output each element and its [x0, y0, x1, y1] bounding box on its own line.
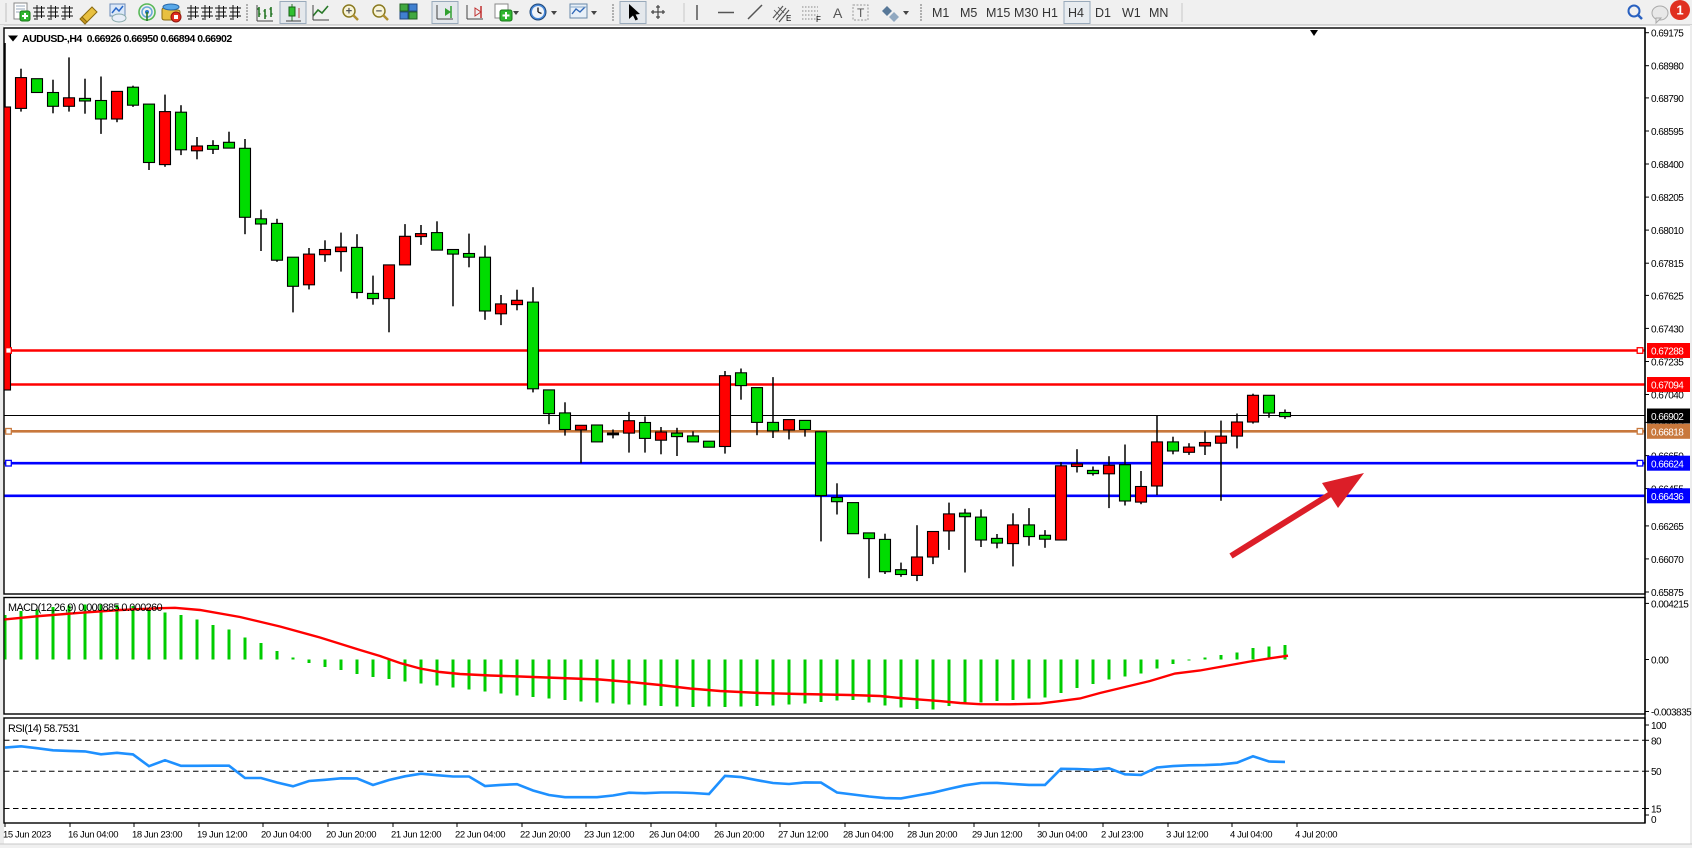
svg-text:4 Jul 04:00: 4 Jul 04:00: [1230, 830, 1272, 841]
svg-text:H4: H4: [1068, 6, 1084, 20]
svg-text:23 Jun 12:00: 23 Jun 12:00: [584, 830, 634, 841]
svg-text:H1: H1: [1042, 6, 1058, 20]
svg-text:80: 80: [1651, 736, 1662, 747]
svg-text:0.65875: 0.65875: [1651, 588, 1684, 599]
svg-text:0.69175: 0.69175: [1651, 29, 1684, 40]
svg-text:+: +: [346, 6, 352, 18]
svg-text:22 Jun 04:00: 22 Jun 04:00: [455, 830, 505, 841]
svg-text:50: 50: [1651, 767, 1662, 778]
svg-text:100: 100: [1651, 721, 1667, 732]
svg-text:M1: M1: [932, 6, 949, 20]
svg-text:0.67040: 0.67040: [1651, 391, 1684, 402]
svg-text:4 Jul 20:00: 4 Jul 20:00: [1295, 830, 1337, 841]
svg-text:29 Jun 12:00: 29 Jun 12:00: [972, 830, 1022, 841]
svg-text:18 Jun 23:00: 18 Jun 23:00: [132, 830, 182, 841]
svg-text:2 Jul 23:00: 2 Jul 23:00: [1101, 830, 1143, 841]
svg-text:3 Jul 12:00: 3 Jul 12:00: [1166, 830, 1208, 841]
svg-text:0.68595: 0.68595: [1651, 127, 1684, 138]
svg-text:M15: M15: [986, 6, 1010, 20]
svg-text:AUDUSD-,H4 0.66926 0.66950 0.: AUDUSD-,H4 0.66926 0.66950 0.66894 0.669…: [22, 33, 232, 45]
svg-text:M5: M5: [960, 6, 977, 20]
svg-text:22 Jun 20:00: 22 Jun 20:00: [520, 830, 570, 841]
svg-text:20 Jun 20:00: 20 Jun 20:00: [326, 830, 376, 841]
svg-text:0.67235: 0.67235: [1651, 358, 1684, 369]
svg-text:0.66818: 0.66818: [1651, 428, 1684, 439]
svg-text:0.67430: 0.67430: [1651, 324, 1684, 335]
svg-text:0.004215: 0.004215: [1651, 599, 1689, 610]
svg-text:RSI(14) 58.7531: RSI(14) 58.7531: [8, 723, 80, 735]
svg-text:21 Jun 12:00: 21 Jun 12:00: [391, 830, 441, 841]
svg-text:1: 1: [1676, 3, 1683, 18]
svg-text:0.67288: 0.67288: [1651, 347, 1684, 358]
svg-text:0.67094: 0.67094: [1651, 381, 1684, 392]
svg-text:0.00: 0.00: [1651, 656, 1669, 667]
svg-text:F: F: [816, 15, 821, 24]
svg-text:28 Jun 04:00: 28 Jun 04:00: [843, 830, 893, 841]
svg-text:0.66070: 0.66070: [1651, 555, 1684, 566]
svg-text:A: A: [833, 5, 843, 21]
svg-text:19 Jun 12:00: 19 Jun 12:00: [197, 830, 247, 841]
svg-text:0.67625: 0.67625: [1651, 291, 1684, 302]
svg-text:15: 15: [1651, 805, 1662, 816]
svg-text:28 Jun 20:00: 28 Jun 20:00: [907, 830, 957, 841]
svg-text:-0.003835: -0.003835: [1651, 708, 1692, 719]
svg-text:26 Jun 20:00: 26 Jun 20:00: [714, 830, 764, 841]
svg-text:E: E: [786, 14, 791, 23]
svg-text:0.67815: 0.67815: [1651, 259, 1684, 270]
svg-text:30 Jun 04:00: 30 Jun 04:00: [1037, 830, 1087, 841]
svg-text:0.68010: 0.68010: [1651, 226, 1684, 237]
svg-text:0.68790: 0.68790: [1651, 94, 1684, 105]
svg-text:D1: D1: [1095, 6, 1111, 20]
svg-text:W1: W1: [1122, 6, 1141, 20]
svg-text:27 Jun 12:00: 27 Jun 12:00: [778, 830, 828, 841]
svg-text:T: T: [857, 6, 865, 20]
svg-text:0.66265: 0.66265: [1651, 522, 1684, 533]
svg-text:16 Jun 04:00: 16 Jun 04:00: [68, 830, 118, 841]
svg-text:0.66436: 0.66436: [1651, 492, 1684, 503]
svg-text:0.68400: 0.68400: [1651, 160, 1684, 171]
svg-text:0.66902: 0.66902: [1651, 412, 1684, 423]
svg-text:0: 0: [1651, 815, 1657, 826]
svg-text:0.68980: 0.68980: [1651, 62, 1684, 73]
svg-text:MACD(12,26,9) 0.000885 0.00026: MACD(12,26,9) 0.000885 0.000260: [8, 602, 163, 614]
svg-text:15 Jun 2023: 15 Jun 2023: [3, 830, 51, 841]
svg-text:26 Jun 04:00: 26 Jun 04:00: [649, 830, 699, 841]
svg-text:M30: M30: [1014, 6, 1038, 20]
svg-text:20 Jun 04:00: 20 Jun 04:00: [261, 830, 311, 841]
svg-text:0.66624: 0.66624: [1651, 459, 1684, 470]
svg-text:−: −: [376, 6, 382, 18]
svg-text:MN: MN: [1149, 6, 1168, 20]
svg-text:0.68205: 0.68205: [1651, 193, 1684, 204]
